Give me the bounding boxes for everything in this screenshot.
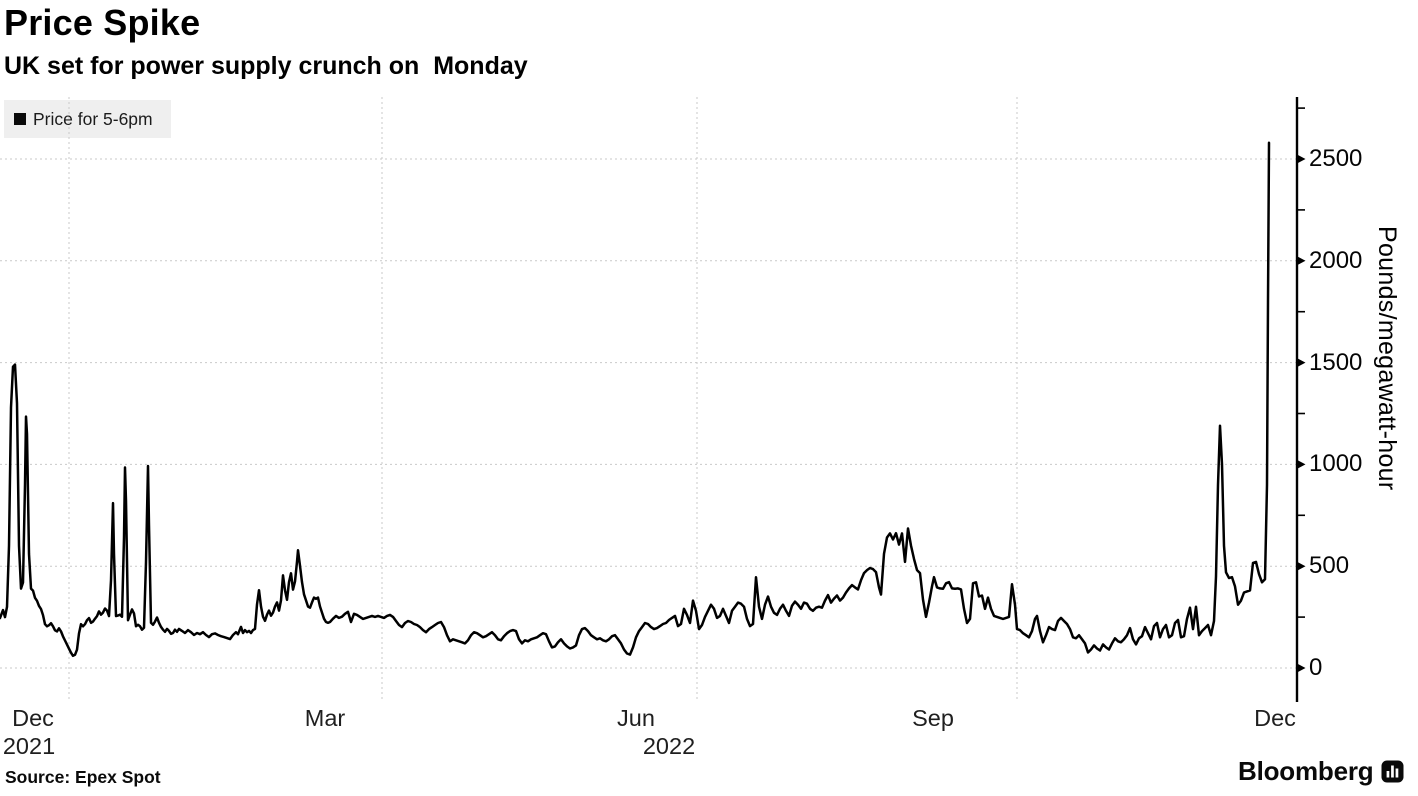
x-year-label: 2022 [642, 733, 696, 759]
bloomberg-logo: Bloomberg [1238, 756, 1404, 787]
y-tick-label: 2000 [1309, 246, 1363, 274]
major-tick-arrow-icon [1297, 154, 1306, 164]
price-series-path [0, 141, 1271, 658]
legend-label: Price for 5-6pm [33, 108, 153, 129]
x-tick-label: Dec [1254, 705, 1296, 731]
x-tick-label: Dec [12, 705, 54, 731]
x-year-label: 2021 [2, 733, 56, 759]
major-tick-arrow-icon [1297, 459, 1306, 469]
legend-swatch-icon [14, 113, 26, 125]
y-axis-title: Pounds/megawatt-hour [1373, 226, 1401, 491]
y-tick-label: 0 [1309, 654, 1323, 681]
x-tick-label: Sep [912, 705, 954, 731]
bloomberg-chart-icon [1381, 760, 1404, 783]
y-tick-label: 2500 [1309, 145, 1363, 172]
major-tick-arrow-icon [1297, 256, 1306, 266]
x-tick-label: Jun [617, 705, 655, 731]
major-tick-arrow-icon [1297, 561, 1306, 571]
source-note: Source: Epex Spot [5, 767, 161, 787]
x-tick-label: Mar [304, 705, 346, 731]
bloomberg-wordmark: Bloomberg [1238, 756, 1374, 786]
major-tick-arrow-icon [1297, 663, 1306, 673]
y-tick-label: 1000 [1309, 450, 1363, 478]
chart-subtitle: UK set for power supply crunch on Monday [4, 52, 528, 80]
y-tick-label: 500 [1309, 552, 1350, 580]
y-tick-label: 1500 [1309, 348, 1363, 376]
major-tick-arrow-icon [1297, 358, 1306, 368]
chart-title: Price Spike [4, 2, 201, 43]
legend: Price for 5-6pm [4, 100, 171, 138]
